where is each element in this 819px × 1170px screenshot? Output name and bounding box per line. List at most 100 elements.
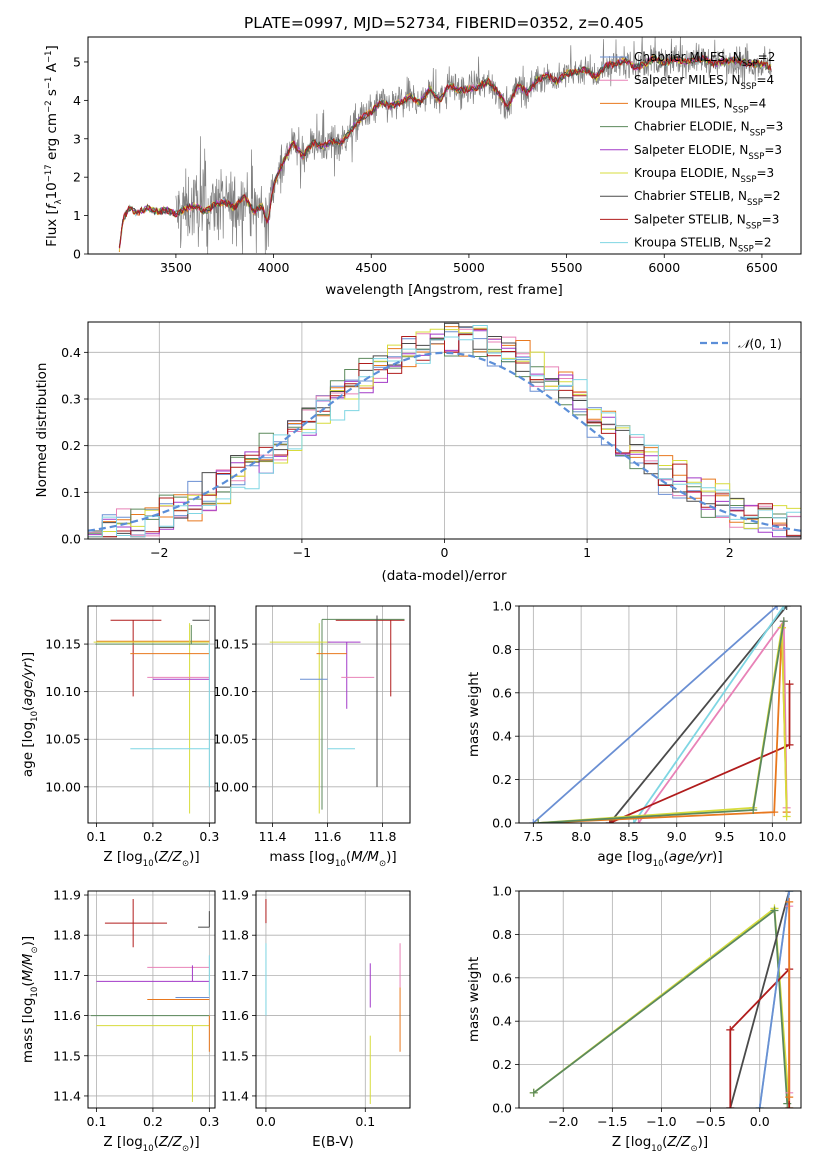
mass-weight-vs-z-marker-1-1 — [770, 906, 779, 915]
spectrum-axes-xtick-label-1: 4000 — [258, 260, 290, 275]
mass-vs-ebv: 0.0 0.1 11.4 11.5 11.6 11.7 11.8 11.9 E(B-V) — [221, 888, 411, 1150]
legend-label-6: Chabrier STELIB, NSSP=2 — [634, 189, 781, 208]
age-vs-z: 0.1 0.2 0.3 10.00 10.05 10.10 10.15 Z [log10(Z/… — [20, 605, 219, 869]
age-vs-mass-ytick-label-3: 10.15 — [213, 637, 249, 652]
mass-weight-vs-z-plot — [529, 891, 794, 1108]
residual-axes-ytick-label-3: 0.3 — [61, 392, 81, 407]
mass-vs-z-frame — [87, 890, 216, 1109]
mass-vs-z-xtick-label-0: 0.1 — [87, 1114, 107, 1129]
mass-weight-vs-age-xtick-label-2: 8.5 — [619, 829, 639, 844]
legend-label-5: Kroupa ELODIE, NSSP=3 — [634, 166, 774, 185]
legend-label-8: Kroupa STELIB, NSSP=2 — [634, 236, 772, 255]
age-vs-mass-plot — [269, 615, 405, 814]
mass-weight-vs-age-line-0 — [532, 606, 778, 823]
mass-vs-z-point-1 — [198, 911, 210, 928]
residual-axes: −2 −1 0 1 2 0.0 0.1 0.2 0.3 0.4 𝒩(0, 1) (data-model… — [34, 321, 802, 584]
mass-vs-z-xlabel: Z [log10(Z/Z⊙)] — [103, 1134, 199, 1154]
spectrum-axes-ytick-label-5: 5 — [73, 54, 81, 69]
mass-vs-z-point-3 — [96, 965, 210, 982]
mass-weight-vs-z-xtick-label-4: 0.0 — [750, 1114, 770, 1129]
spectrum-axes-xtick-label-6: 6500 — [746, 260, 778, 275]
mass-weight-vs-age-ytick-label-0: 0.0 — [492, 816, 512, 831]
mass-weight-vs-z-line-5 — [758, 891, 791, 1108]
mass-weight-vs-age-marker-1-1 — [782, 606, 791, 610]
age-vs-mass-point-2 — [269, 623, 331, 814]
mass-vs-ebv-xtick-label-0: 0.0 — [256, 1114, 276, 1129]
age-vs-mass-point-0 — [335, 619, 405, 697]
mass-vs-z-ytick-label-0: 11.4 — [53, 1088, 81, 1103]
age-vs-z-ytick-label-2: 10.10 — [45, 684, 81, 699]
spectrum-axes-xtick-label-0: 3500 — [160, 260, 192, 275]
residual-axes-xtick-label-3: 1 — [583, 545, 591, 560]
mass-vs-ebv-xlabel: E(B-V) — [312, 1134, 354, 1150]
mass-vs-z-ytick-label-1: 11.5 — [53, 1048, 81, 1063]
mass-vs-z-ytick-label-2: 11.6 — [53, 1008, 81, 1023]
mass-weight-vs-z-xlabel: Z [log10(Z/Z⊙)] — [612, 1134, 708, 1154]
mass-weight-vs-z-marker-7-1 — [785, 1093, 794, 1102]
age-vs-mass-frame — [255, 605, 411, 824]
age-vs-z-xtick-label-0: 0.1 — [87, 829, 107, 844]
spectrum-axes-frame — [87, 36, 802, 255]
mass-weight-vs-age-marker-7-0 — [534, 819, 543, 823]
age-vs-mass-ytick-label-2: 10.10 — [213, 684, 249, 699]
mass-weight-vs-age-ytick-label-2: 0.4 — [492, 729, 512, 744]
mass-weight-vs-age-marker-2-0 — [629, 819, 638, 823]
mass-weight-vs-age-marker-2-1 — [779, 606, 788, 610]
mass-weight-vs-age-marker-4-1 — [785, 740, 794, 749]
mass-weight-vs-age-line-2 — [632, 606, 785, 823]
spectrum-axes-plot — [118, 37, 772, 254]
age-vs-mass-xtick-label-1: 11.6 — [314, 829, 342, 844]
mass-vs-ebv-frame — [255, 890, 411, 1109]
legend-label-2: Kroupa MILES, NSSP=4 — [634, 96, 766, 115]
residual-axes-plot — [88, 322, 801, 538]
mass-weight-vs-z: −2.0 −1.5 −1.0 −0.5 0.0 0.0 0.2 0.4 0.6 0.8 1.0 Z [… — [466, 884, 802, 1154]
residual-ylabel: Normed distribution — [34, 363, 50, 498]
mass-weight-vs-age-marker-4-2 — [785, 680, 794, 689]
mass-weight-vs-age-frame — [518, 605, 802, 824]
mass-weight-vs-age-marker-7-2 — [779, 617, 788, 626]
mass-vs-z-point-7 — [96, 1025, 210, 1102]
residual-histogram-8 — [88, 325, 801, 538]
legend-label-1: Salpeter MILES, NSSP=4 — [634, 73, 774, 92]
mass-weight-vs-age: 7.5 8.0 8.5 9.0 9.5 10.0 0.0 0.2 0.4 0.6 0.8 1.0 age… — [466, 599, 802, 869]
mass-weight-vs-z-frame — [518, 890, 802, 1109]
age-vs-z-ytick-label-1: 10.05 — [45, 732, 81, 747]
mass-weight-vs-z-marker-3-0 — [726, 1104, 735, 1108]
spectrum-axes-ytick-label-3: 3 — [73, 131, 81, 146]
mass-weight-vs-age-ytick-label-1: 0.2 — [492, 772, 512, 787]
age-vs-z-xtick-label-1: 0.2 — [143, 829, 163, 844]
age-vs-z-xlabel: Z [log10(Z/Z⊙)] — [103, 849, 199, 869]
mass-weight-vs-z-marker-3-1 — [726, 1025, 735, 1034]
mass-vs-z-ytick-label-5: 11.9 — [53, 888, 81, 903]
age-vs-z-xtick-label-2: 0.3 — [199, 829, 219, 844]
age-vs-z-ylabel: age [log10(age/yr)] — [20, 652, 40, 777]
mass-weight-vs-age-xlabel: age [log10(age/yr)] — [597, 849, 722, 869]
mass-vs-ebv-ytick-label-0: 11.4 — [221, 1088, 249, 1103]
age-vs-mass-xtick-label-2: 11.8 — [369, 829, 397, 844]
spectrum-axes-ytick-label-4: 4 — [73, 93, 81, 108]
mass-vs-z-xtick-label-1: 0.2 — [143, 1114, 163, 1129]
gaussian-legend-label: 𝒩(0, 1) — [738, 337, 782, 351]
mass-weight-vs-age-ytick-label-3: 0.6 — [492, 685, 512, 700]
mass-weight-vs-age-line-3 — [637, 618, 788, 823]
legend-label-3: Chabrier ELODIE, NSSP=3 — [634, 120, 783, 139]
mass-vs-ebv-xtick-label-1: 0.1 — [355, 1114, 375, 1129]
residual-axes-ytick-label-2: 0.2 — [61, 438, 81, 453]
legend-label-7: Salpeter STELIB, NSSP=3 — [634, 212, 779, 231]
mass-vs-z-xtick-label-2: 0.3 — [199, 1114, 219, 1129]
age-vs-mass-xtick-label-0: 11.4 — [259, 829, 287, 844]
mass-weight-vs-z-xtick-label-2: −1.0 — [646, 1114, 676, 1129]
mass-weight-vs-age-plot — [529, 606, 794, 823]
mass-weight-vs-z-marker-7-0 — [785, 897, 794, 906]
mass-weight-vs-age-line-1 — [609, 606, 788, 823]
mass-weight-vs-z-xtick-label-0: −2.0 — [548, 1114, 578, 1129]
spectrum-xlabel: wavelength [Angstrom, rest frame] — [325, 282, 563, 298]
mass-vs-z: 0.1 0.2 0.3 11.4 11.5 11.6 11.7 11.8 11.9 Z [log1… — [20, 888, 219, 1154]
gaussian-reference-line — [88, 351, 801, 532]
mass-vs-ebv-plot — [265, 899, 401, 1104]
mass-vs-ebv-ytick-label-2: 11.6 — [221, 1008, 249, 1023]
mass-weight-vs-age-xtick-label-5: 10.0 — [758, 829, 786, 844]
spectrum-ylabel: Flux [fλ10−17 erg cm−2 s−1 A−1] — [44, 45, 64, 247]
mass-weight-vs-age-xtick-label-0: 7.5 — [523, 829, 543, 844]
residual-axes-xtick-label-4: 2 — [726, 545, 734, 560]
